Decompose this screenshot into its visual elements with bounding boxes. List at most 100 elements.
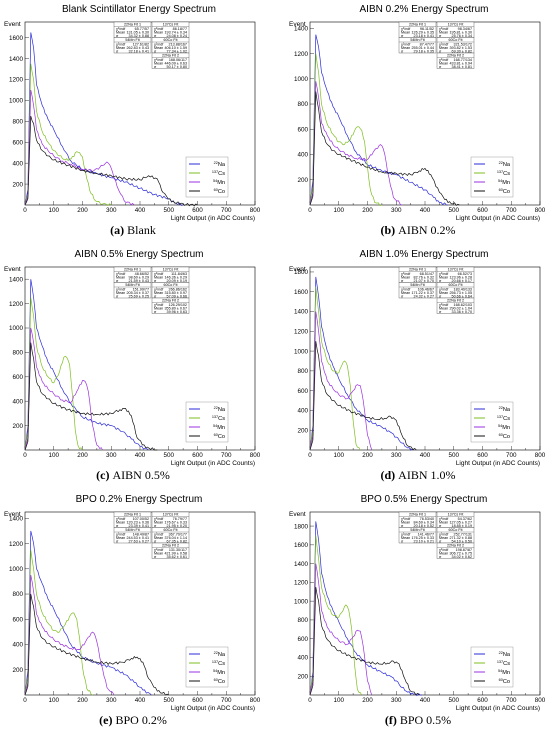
- legend-label: 60Co: [499, 433, 510, 440]
- fit-stats-label: Mean: [401, 291, 410, 295]
- x-tick-label: 100: [48, 697, 59, 704]
- fit-stats-label: Mean: [439, 551, 448, 555]
- y-tick-label: 200: [297, 177, 308, 184]
- series-line: [309, 563, 373, 696]
- x-tick-label: 500: [448, 697, 459, 704]
- fit-stats-value: 27.63 ± 0.27: [129, 539, 149, 543]
- y-tick-label: 600: [12, 139, 23, 146]
- legend-label: 137Cs: [212, 415, 225, 422]
- caption-text: AIBN 0.2%: [398, 223, 456, 237]
- x-tick-label: 800: [535, 452, 546, 459]
- y-tick-label: 1600: [294, 542, 309, 549]
- fit-stats-value: 21.59 ± 0.43: [129, 279, 149, 283]
- caption-tag: (f): [384, 713, 400, 727]
- fit-stats-title: 22Na Fit 2: [162, 54, 179, 58]
- fit-stats-label: χ²/ndf: [401, 532, 411, 536]
- x-tick-label: 200: [362, 452, 373, 459]
- x-tick-label: 800: [250, 207, 261, 214]
- x-tick-label: 400: [420, 697, 431, 704]
- fit-stats-label: χ²/ndf: [439, 532, 449, 536]
- fit-stats-value: 131.30/117: [169, 548, 187, 552]
- y-tick-label: 1400: [294, 309, 309, 316]
- fit-stats-box: 22Na Fit 2χ²/ndf 168.06/117 Mean 446.09 ± 0…: [151, 52, 190, 69]
- legend: 22Na 137Cs 54Mn 60Co: [470, 401, 514, 443]
- fit-stats-label: σ: [154, 555, 157, 559]
- fit-stats-label: Mean: [116, 536, 125, 540]
- caption-tag: (e): [99, 713, 116, 727]
- fit-stats-value: 290.02 ± 1.04: [449, 306, 472, 310]
- chart-panel: BPO 0.5% Energy Spectrum 0 100 200 300 400 500…: [287, 490, 549, 730]
- fit-stats-label: χ²/ndf: [154, 517, 164, 521]
- x-tick-label: 400: [135, 452, 146, 459]
- y-tick-label: 1200: [294, 580, 309, 587]
- fit-stats-label: Mean: [116, 291, 125, 295]
- fit-stats-title: 54Mn Fit: [410, 38, 424, 42]
- series-line: [24, 549, 93, 696]
- legend-label: 22Na: [214, 161, 226, 168]
- fit-stats-title: 54Mn Fit: [410, 528, 424, 532]
- x-tick-label: 100: [48, 207, 59, 214]
- fit-stats-value: 69.30 ± 0.82: [452, 49, 472, 53]
- y-tick-label: 800: [297, 368, 308, 375]
- legend-label: 54Mn: [498, 424, 510, 431]
- x-axis-label: Light Output (in ADC Counts): [171, 705, 255, 712]
- legend-label: 54Mn: [498, 669, 510, 676]
- x-tick-label: 500: [163, 452, 174, 459]
- fit-stats-label: Mean: [439, 536, 448, 540]
- fit-stats-label: Mean: [401, 275, 410, 279]
- fit-stats-title: 54Mn Fit: [125, 283, 139, 287]
- y-tick-label: 1200: [9, 541, 24, 548]
- legend-label: 22Na: [499, 651, 511, 658]
- x-tick-label: 300: [391, 697, 402, 704]
- x-tick-label: 800: [250, 697, 261, 704]
- y-tick-label: 1400: [9, 276, 24, 283]
- y-tick-label: 1000: [294, 76, 309, 83]
- series-line: [24, 116, 198, 207]
- y-tick-label: 400: [12, 642, 23, 649]
- y-axis-label: Event: [289, 21, 306, 28]
- x-tick-label: 200: [77, 207, 88, 214]
- fit-stats-title: 22Na Fit 1: [124, 513, 141, 517]
- legend-label: 60Co: [214, 678, 225, 685]
- fit-stats-value: 96.11/52: [420, 27, 434, 31]
- fit-stats-label: σ: [401, 34, 404, 38]
- y-tick-label: 1200: [9, 301, 24, 308]
- fit-stats-label: χ²/ndf: [439, 287, 449, 291]
- fit-stats-title: 54Mn Fit: [125, 38, 139, 42]
- x-tick-label: 700: [221, 207, 232, 214]
- fit-stats-value: 176.25 ± 0.33: [411, 536, 434, 540]
- fit-stats-label: Mean: [401, 536, 410, 540]
- y-tick-label: 1000: [294, 348, 309, 355]
- fit-stats-title: 137Cs Fit: [448, 513, 464, 517]
- fit-stats-label: χ²/ndf: [116, 287, 126, 291]
- fit-stats-value: 34.02 ± 0.62: [452, 555, 472, 559]
- fit-stats-value: 23.39 ± 0.41: [129, 524, 149, 528]
- chart-title: BPO 0.5% Energy Spectrum: [361, 494, 488, 505]
- x-tick-label: 700: [221, 697, 232, 704]
- y-tick-label: 400: [297, 408, 308, 415]
- x-tick-label: 800: [250, 452, 261, 459]
- fit-stats-title: 137Cs Fit: [448, 23, 464, 27]
- x-tick-label: 200: [77, 452, 88, 459]
- fit-stats-label: χ²/ndf: [154, 287, 164, 291]
- x-tick-label: 800: [535, 697, 546, 704]
- fit-stats-title: 137Cs Fit: [163, 23, 179, 27]
- fit-stats-label: χ²/ndf: [116, 517, 126, 521]
- fit-stats-value: 23.10 ± 0.21: [414, 539, 434, 543]
- fit-stats-value: 25.69 ± 0.25: [129, 294, 149, 298]
- legend: 22Na 137Cs 54Mn 60Co: [185, 646, 229, 688]
- fit-stats-title: 54Mn Fit: [410, 283, 424, 287]
- x-tick-label: 600: [192, 452, 203, 459]
- fit-stats-label: χ²/ndf: [439, 517, 449, 521]
- y-tick-label: 600: [297, 388, 308, 395]
- fit-stats-value: 25.76 ± 0.34: [452, 34, 472, 38]
- fit-stats-label: Mean: [154, 306, 163, 310]
- fit-stats-label: Mean: [154, 291, 163, 295]
- y-tick-label: 800: [297, 101, 308, 108]
- fit-stats-value: 18.85 ± 0.19: [452, 524, 472, 528]
- x-tick-label: 200: [362, 207, 373, 214]
